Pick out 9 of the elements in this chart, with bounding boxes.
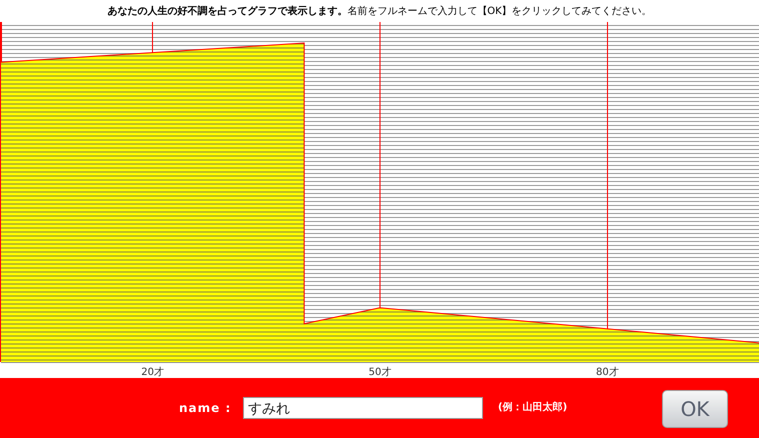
x-tick-label: 80才 (596, 366, 619, 378)
button: OK (662, 390, 728, 428)
x-tick-label: 20才 (141, 366, 164, 378)
x-tick-label: 50才 (368, 366, 392, 378)
chart-subtitle: 名前をフルネームで入力して【OK】をクリックしてみてください。 (347, 6, 652, 17)
chart-title: あなたの人生の好不調を占ってグラフで表示します。 (107, 6, 348, 17)
text: name : (179, 401, 232, 416)
text: (例：山田太郎) (498, 401, 568, 415)
text-field: すみれ (243, 397, 483, 419)
